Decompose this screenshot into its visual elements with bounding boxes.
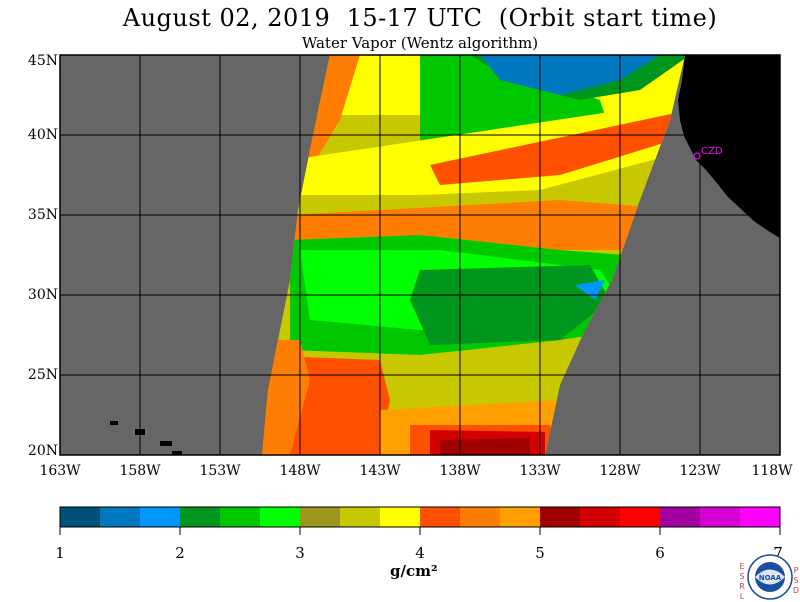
lat-label-20n: 20N [27,443,58,459]
colorbar-tick-4: 4 [415,544,425,562]
map-frame [59,54,781,456]
lat-label-40n: 40N [27,127,58,143]
noaa-logo: NOAA [747,554,793,600]
colorbar-tick-6: 6 [655,544,665,562]
lon-label-163w: 163W [39,463,81,479]
lon-label-158w: 158W [119,463,161,479]
colorbar-tick-1: 1 [55,544,65,562]
map-title: August 02, 2019 15-17 UTC (Orbit start t… [122,4,718,32]
graticule [60,55,780,455]
land-north-america [678,55,780,238]
colorbar-tick-5: 5 [535,544,545,562]
colorbar-tick-7: 7 [773,544,783,562]
noaa-logo-text: NOAA [759,574,782,582]
station-label: CZD [701,146,723,157]
colorbar-tick-3: 3 [295,544,305,562]
lon-label-118w: 118W [751,463,793,479]
lat-label-35n: 35N [27,207,58,223]
lon-label-128w: 128W [599,463,641,479]
lon-label-148w: 148W [279,463,321,479]
lat-label-25n: 25N [27,367,58,383]
lon-label-153w: 153W [199,463,241,479]
lon-label-133w: 133W [519,463,561,479]
colorbar-units: g/cm² [390,562,438,580]
station-marker [693,152,701,160]
lat-label-45n: 45N [27,53,58,69]
map-subtitle: Water Vapor (Wentz algorithm) [301,34,539,52]
colorbar-tick-2: 2 [175,544,185,562]
lat-label-30n: 30N [27,287,58,303]
lon-label-143w: 143W [359,463,401,479]
lon-label-138w: 138W [439,463,481,479]
lon-label-123w: 123W [679,463,721,479]
